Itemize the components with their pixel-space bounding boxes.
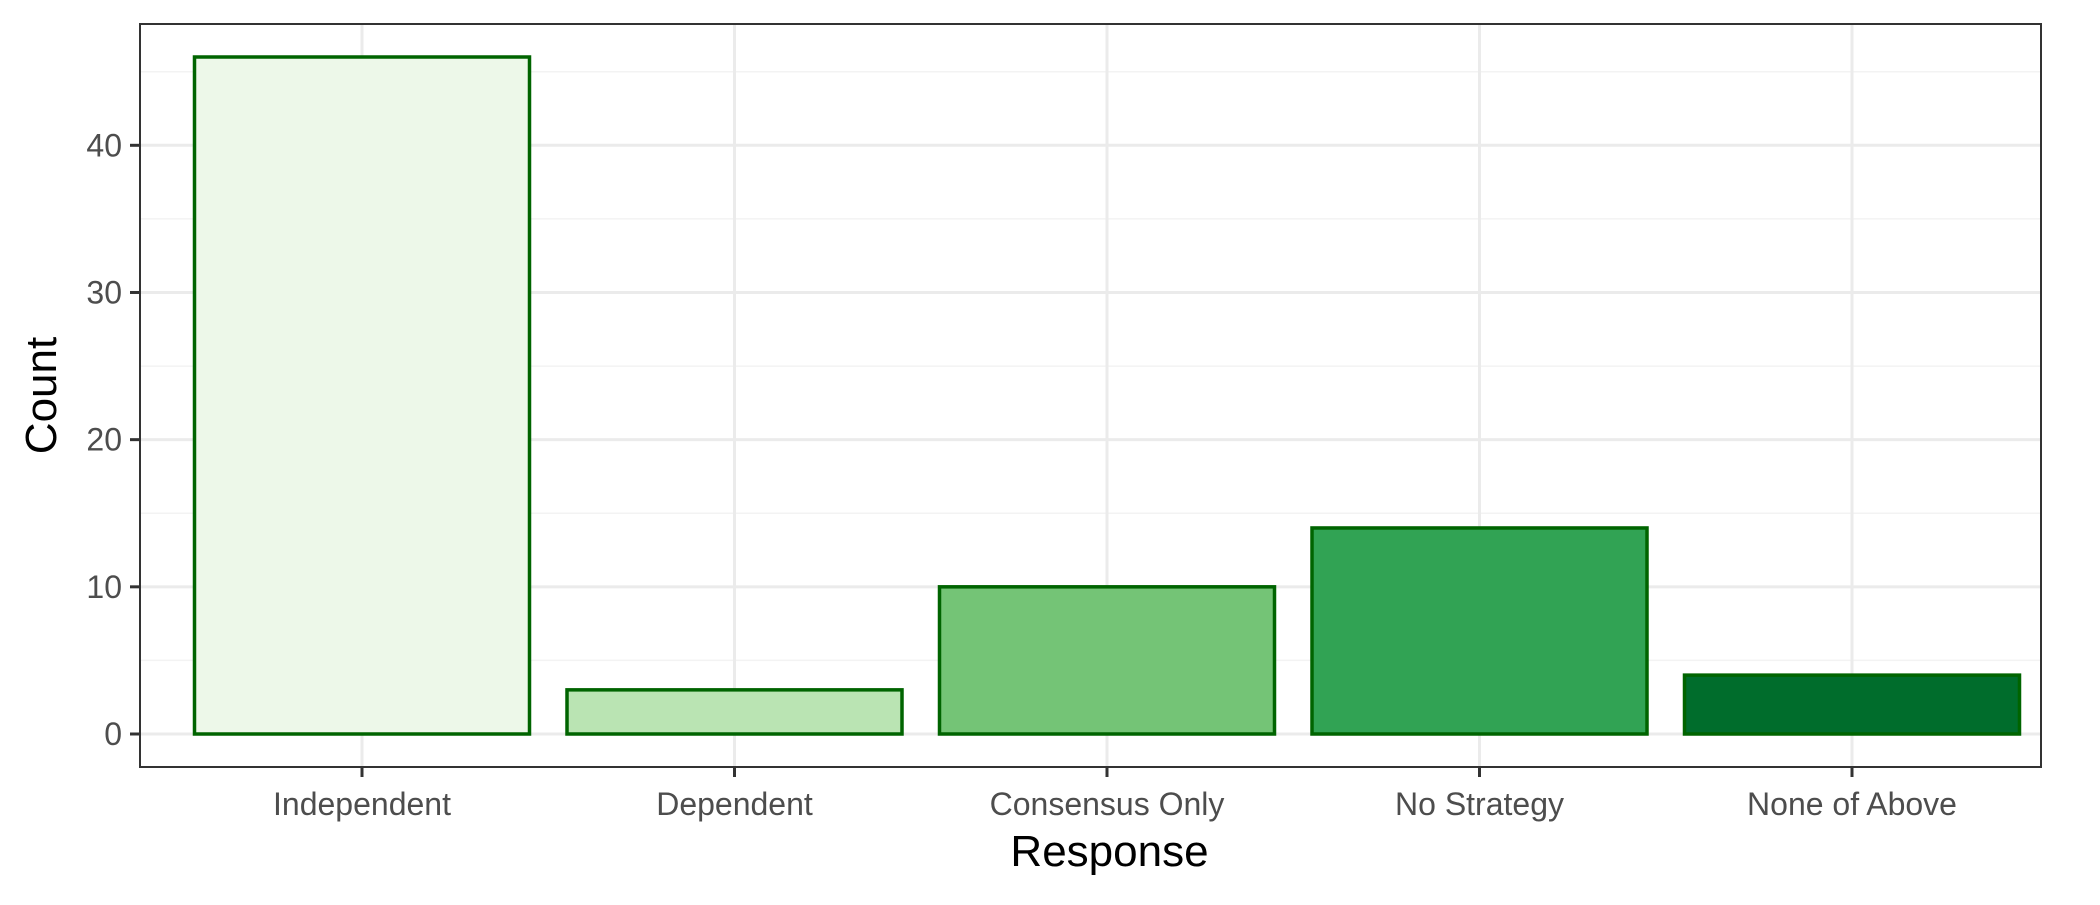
y-tick-label: 0 xyxy=(104,716,122,752)
bars xyxy=(192,55,2022,736)
x-tick-label: No Strategy xyxy=(1395,786,1564,822)
y-tick-label: 20 xyxy=(86,422,122,458)
panel-border xyxy=(139,23,2042,768)
x-tick-label: Dependent xyxy=(656,786,813,822)
bar xyxy=(1310,526,1649,736)
axis-ticks xyxy=(130,143,1854,777)
y-tick-label: 40 xyxy=(86,127,122,163)
x-tick-label: None of Above xyxy=(1747,786,1957,822)
y-tick-label: 30 xyxy=(86,274,122,310)
y-axis-title: Count xyxy=(17,337,66,454)
bar xyxy=(1682,673,2022,736)
bar xyxy=(937,585,1277,736)
x-tick-label: Independent xyxy=(273,786,451,822)
bar xyxy=(192,55,532,736)
x-tick-label: Consensus Only xyxy=(990,786,1225,822)
tick-labels: 0 10 20 30 40 Independent Dependent Consensus O… xyxy=(86,127,1957,822)
bar xyxy=(565,688,904,736)
x-axis-title: Response xyxy=(1010,827,1208,876)
y-tick-label: 10 xyxy=(86,569,122,605)
